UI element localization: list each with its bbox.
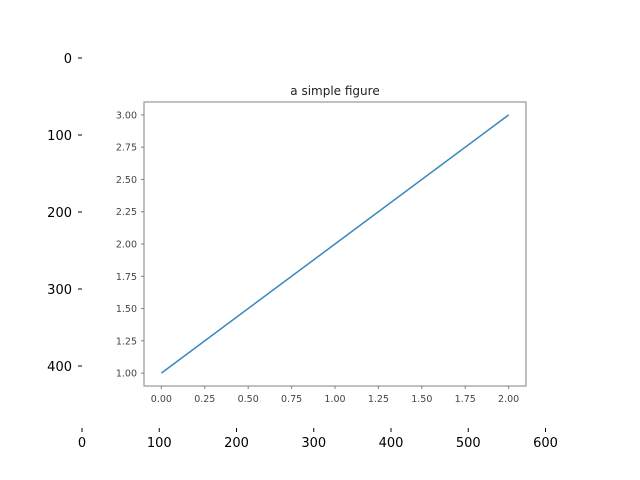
y-tick-label: 3.00 (116, 110, 137, 121)
y-tick-label: 2.25 (116, 207, 137, 218)
x-tick-label: 1.00 (324, 394, 345, 405)
y-tick-label: 2.00 (116, 240, 137, 251)
x-tick-label: 1.50 (411, 394, 432, 405)
x-tick-label: 400 (379, 436, 404, 451)
x-tick-label: 500 (456, 436, 481, 451)
x-tick-label: 600 (533, 436, 558, 451)
y-tick-label: 2.50 (116, 175, 137, 186)
y-tick-label: 300 (47, 283, 72, 298)
y-tick-label: 1.50 (116, 304, 137, 315)
y-tick-label: 400 (47, 360, 72, 375)
x-tick-label: 0 (78, 436, 86, 451)
x-tick-label: 0.00 (151, 394, 172, 405)
y-tick-label: 1.75 (116, 272, 137, 283)
inner-chart: a simple figure 0.00 0.25 0.50 0.75 1.00 1.25… (116, 84, 527, 405)
x-tick-label: 0.75 (281, 394, 302, 405)
y-tick-label: 0 (64, 52, 72, 67)
outer-axes: 0 100 200 300 400 500 600 0 100 200 300 400 (47, 52, 558, 451)
x-tick-label: 1.75 (455, 394, 476, 405)
y-tick-label: 100 (47, 129, 72, 144)
x-tick-label: 1.25 (368, 394, 389, 405)
x-tick-label: 2.00 (498, 394, 519, 405)
series-line (160, 114, 510, 374)
x-tick-label: 300 (301, 436, 326, 451)
y-tick-label: 200 (47, 206, 72, 221)
x-tick-label: 0.50 (238, 394, 259, 405)
y-tick-label: 1.25 (116, 336, 137, 347)
x-tick-label: 200 (224, 436, 249, 451)
x-tick-label: 0.25 (194, 394, 215, 405)
y-tick-label: 2.75 (116, 143, 137, 154)
chart-title: a simple figure (290, 84, 379, 98)
y-tick-label: 1.00 (116, 369, 137, 380)
x-tick-label: 100 (147, 436, 172, 451)
